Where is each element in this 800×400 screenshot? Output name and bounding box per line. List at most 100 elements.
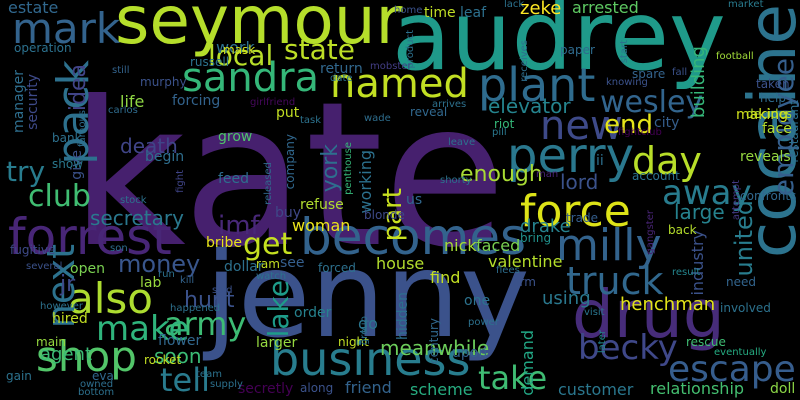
word-feed: feed xyxy=(218,171,250,187)
word-penthouse: penthouse xyxy=(343,142,354,195)
word-girlfriend: girlfriend xyxy=(250,97,296,108)
word-friend: friend xyxy=(345,378,392,397)
word-century: century xyxy=(427,318,441,364)
word-drug: drug xyxy=(572,276,725,353)
word-mark: mark xyxy=(12,4,121,53)
word-still: still xyxy=(112,65,130,76)
word-result: result xyxy=(672,267,701,278)
word-spare: spare xyxy=(632,67,666,81)
word-shorty: shorty xyxy=(440,175,472,186)
word-face: face xyxy=(762,121,792,137)
word-jenny: jenny xyxy=(205,226,530,364)
word-happened: happened xyxy=(170,303,221,314)
word-order: order xyxy=(294,305,332,321)
word-arrested: arrested xyxy=(572,0,639,17)
word-wesley: wesley xyxy=(600,85,704,120)
word-sandra: sandra xyxy=(182,55,320,101)
word-open: open xyxy=(70,261,105,277)
word-one: one xyxy=(464,293,491,309)
word-relationship: relationship xyxy=(650,379,745,398)
word-run: run xyxy=(158,269,175,280)
word-rocket: rocket xyxy=(144,353,182,367)
word-faced: faced xyxy=(476,236,521,255)
word-take: take xyxy=(478,359,548,397)
word-murphy: murphy xyxy=(140,75,187,89)
word-gangster: gangster xyxy=(645,210,656,255)
word-supply: supply xyxy=(210,379,243,390)
word-soon: soon xyxy=(154,344,202,368)
word-hunt: hunt xyxy=(184,288,235,313)
word-home: home xyxy=(394,5,423,16)
word-power: power xyxy=(468,317,499,328)
word-gain: gain xyxy=(6,369,32,383)
word-security: security xyxy=(25,74,41,130)
word-agent: agent xyxy=(40,344,92,365)
word-released: released xyxy=(263,162,274,205)
word-building: building xyxy=(688,46,709,119)
word-blonde: blonde xyxy=(364,208,405,222)
word-milly: milly xyxy=(556,220,662,271)
word-make: make xyxy=(96,309,190,349)
word-enough: enough xyxy=(460,162,543,187)
word-elevator: elevator xyxy=(488,94,571,118)
word-operation: operation xyxy=(14,41,72,55)
word-drake: drake xyxy=(520,216,571,237)
word-force: force xyxy=(520,186,631,237)
word-paper: paper xyxy=(560,43,595,57)
word-using: using xyxy=(542,288,591,309)
word-new: new xyxy=(540,103,623,149)
word-try: try xyxy=(6,155,46,188)
word-shop: shop xyxy=(36,332,137,381)
word-secretly: secretly xyxy=(238,381,294,397)
word-confronts: confronts xyxy=(740,189,797,203)
word-city: city xyxy=(654,115,680,131)
word-fightclub: fightclub xyxy=(618,127,662,138)
word-stock: stock xyxy=(120,195,147,206)
word-business: business xyxy=(270,332,471,386)
word-working: working xyxy=(356,150,375,214)
word-us: us xyxy=(406,192,423,208)
word-find: find xyxy=(430,268,461,287)
word-bring: bring xyxy=(520,231,552,245)
word-put: put xyxy=(276,105,300,121)
word-along: along xyxy=(300,381,334,395)
word-account: account xyxy=(632,169,680,183)
word-watch: watch xyxy=(256,271,287,282)
word-wade: wade xyxy=(364,113,391,124)
word-lord: lord xyxy=(560,170,599,194)
word-woman: woman xyxy=(292,216,351,235)
word-lack: lack xyxy=(504,0,525,10)
word-later: later xyxy=(597,330,608,354)
word-lab: lab xyxy=(140,275,162,291)
word-end: end xyxy=(604,110,653,140)
word-reveals: reveals xyxy=(740,149,791,165)
word-army: army xyxy=(164,305,247,343)
word-day: day xyxy=(632,139,702,183)
word-flees: flees xyxy=(496,265,520,276)
word-flower: flower xyxy=(158,333,202,349)
word-need: need xyxy=(726,275,756,289)
word-hidden: hidden xyxy=(395,292,411,341)
word-becomes: becomes xyxy=(300,208,527,266)
word-man: man xyxy=(536,169,559,180)
word-idea: idea xyxy=(66,64,91,112)
word-forrest: forrest xyxy=(8,208,172,266)
word-market: market xyxy=(728,0,764,10)
word-rescue: rescue xyxy=(686,335,726,349)
word-jr: jr xyxy=(60,272,76,297)
word-kate: kate xyxy=(70,59,507,292)
word-valentine: valentine xyxy=(488,252,563,271)
word-main: main xyxy=(36,335,66,349)
word-leaf: leaf xyxy=(460,5,487,21)
word-nick: nick xyxy=(444,236,477,255)
word-start: start xyxy=(619,40,630,64)
word-football: football xyxy=(716,51,754,62)
word-zeke: zeke xyxy=(520,0,562,19)
word-bank: bank xyxy=(52,131,82,145)
word-club: club xyxy=(28,179,91,214)
word-knowing: knowing xyxy=(606,77,648,88)
word-date: date xyxy=(330,73,353,84)
word-eventually: eventually xyxy=(714,347,767,358)
word-receives: receives xyxy=(519,40,530,82)
word-return: return xyxy=(320,61,363,77)
